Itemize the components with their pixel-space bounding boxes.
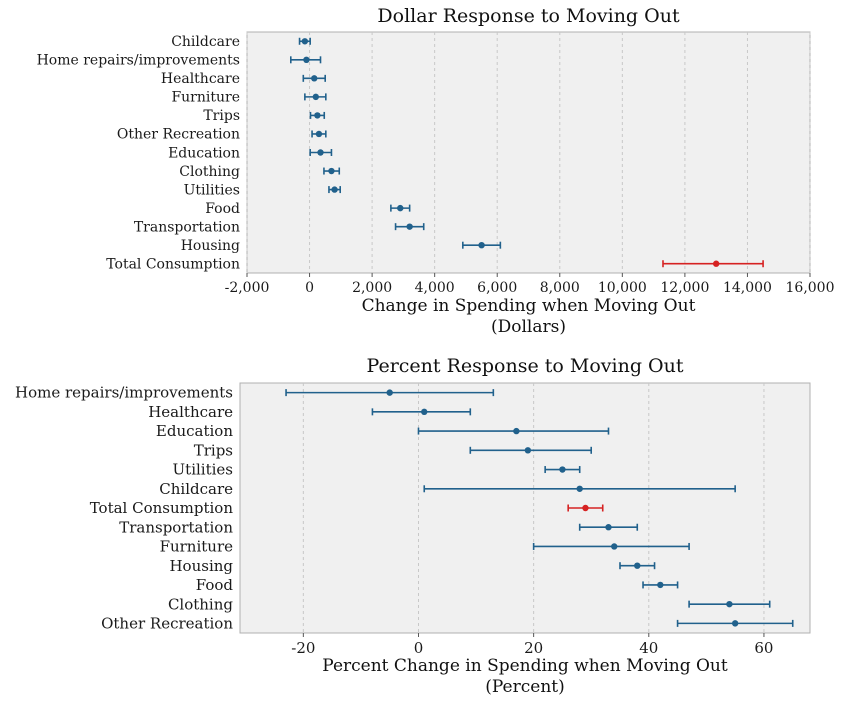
point-marker — [576, 485, 583, 492]
category-label: Home repairs/improvements — [37, 53, 240, 69]
point-marker — [421, 408, 428, 416]
x-tick-label: 14,000 — [723, 280, 772, 296]
x-tick-label: 4,000 — [415, 280, 455, 296]
point-marker — [726, 600, 733, 608]
point-marker — [303, 56, 310, 64]
percent-chart-title: Percent Response to Moving Out — [366, 355, 684, 377]
percent-chart-xaxis-label: Percent Change in Spending when Moving O… — [240, 656, 810, 698]
point-marker — [301, 38, 309, 45]
category-label: Healthcare — [161, 71, 240, 87]
category-label: Childcare — [159, 480, 233, 498]
point-marker — [317, 149, 324, 156]
point-marker — [657, 581, 664, 589]
point-marker — [315, 130, 323, 138]
dollar-chart-xaxis-label-main: Change in Spending when Moving Out — [361, 296, 696, 316]
plot-area — [239, 382, 811, 634]
plot-area — [246, 31, 811, 274]
point-marker — [605, 524, 612, 531]
x-tick-label: 6,000 — [477, 280, 517, 296]
x-tick-label: 20 — [524, 639, 543, 657]
category-label: Transportation — [134, 219, 240, 235]
x-tick-label: 16,000 — [786, 280, 835, 296]
point-marker — [328, 167, 335, 175]
category-label: Furniture — [171, 90, 240, 106]
x-tick-label: 2,000 — [352, 280, 392, 296]
dollar-chart-xaxis-label: Change in Spending when Moving Out (Doll… — [247, 296, 810, 338]
category-label: Clothing — [168, 595, 233, 613]
point-marker — [524, 447, 532, 454]
x-tick-label: 0 — [305, 280, 314, 296]
point-marker — [731, 620, 739, 627]
category-label: Other Recreation — [117, 127, 240, 143]
point-marker — [634, 562, 641, 569]
point-marker — [611, 543, 618, 550]
category-label: Transportation — [119, 518, 233, 536]
x-tick-label: -2,000 — [225, 280, 270, 296]
dollar-chart-xaxis-label-unit: (Dollars) — [491, 317, 566, 337]
category-label: Clothing — [179, 164, 240, 180]
x-tick-label: 12,000 — [660, 280, 709, 296]
category-label: Housing — [169, 557, 233, 575]
point-marker — [312, 93, 320, 101]
point-marker — [582, 504, 589, 512]
category-label: Trips — [194, 441, 233, 459]
percent-chart-xaxis-label-unit: (Percent) — [485, 677, 565, 697]
point-marker — [314, 112, 321, 119]
x-tick-label: -20 — [291, 639, 315, 657]
category-label: Other Recreation — [101, 614, 233, 632]
category-label: Total Consumption — [90, 499, 234, 517]
point-marker — [397, 204, 404, 212]
point-marker — [331, 186, 338, 193]
x-tick-label: 60 — [754, 639, 773, 657]
percent-chart-xaxis-label-main: Percent Change in Spending when Moving O… — [322, 656, 728, 676]
point-marker — [712, 260, 720, 267]
category-label: Home repairs/improvements — [15, 384, 233, 402]
category-label: Trips — [203, 108, 240, 124]
category-label: Furniture — [160, 538, 234, 556]
category-label: Housing — [181, 238, 240, 254]
category-label: Total Consumption — [106, 256, 240, 272]
point-marker — [513, 427, 520, 435]
category-label: Healthcare — [148, 403, 233, 421]
x-tick-label: 8,000 — [540, 280, 580, 296]
point-marker — [406, 223, 413, 230]
category-label: Childcare — [171, 34, 240, 50]
category-label: Food — [205, 201, 240, 217]
x-tick-label: 10,000 — [598, 280, 647, 296]
point-marker — [478, 241, 485, 249]
dollar-chart-title: Dollar Response to Moving Out — [377, 5, 680, 27]
category-label: Food — [196, 576, 234, 594]
category-label: Education — [156, 422, 233, 440]
category-label: Utilities — [184, 182, 240, 198]
category-label: Utilities — [173, 461, 233, 479]
category-label: Education — [168, 145, 240, 161]
x-tick-label: 40 — [639, 639, 658, 657]
x-tick-label: 0 — [414, 639, 424, 657]
point-marker — [311, 75, 318, 82]
point-marker — [386, 389, 393, 396]
point-marker — [559, 466, 566, 473]
